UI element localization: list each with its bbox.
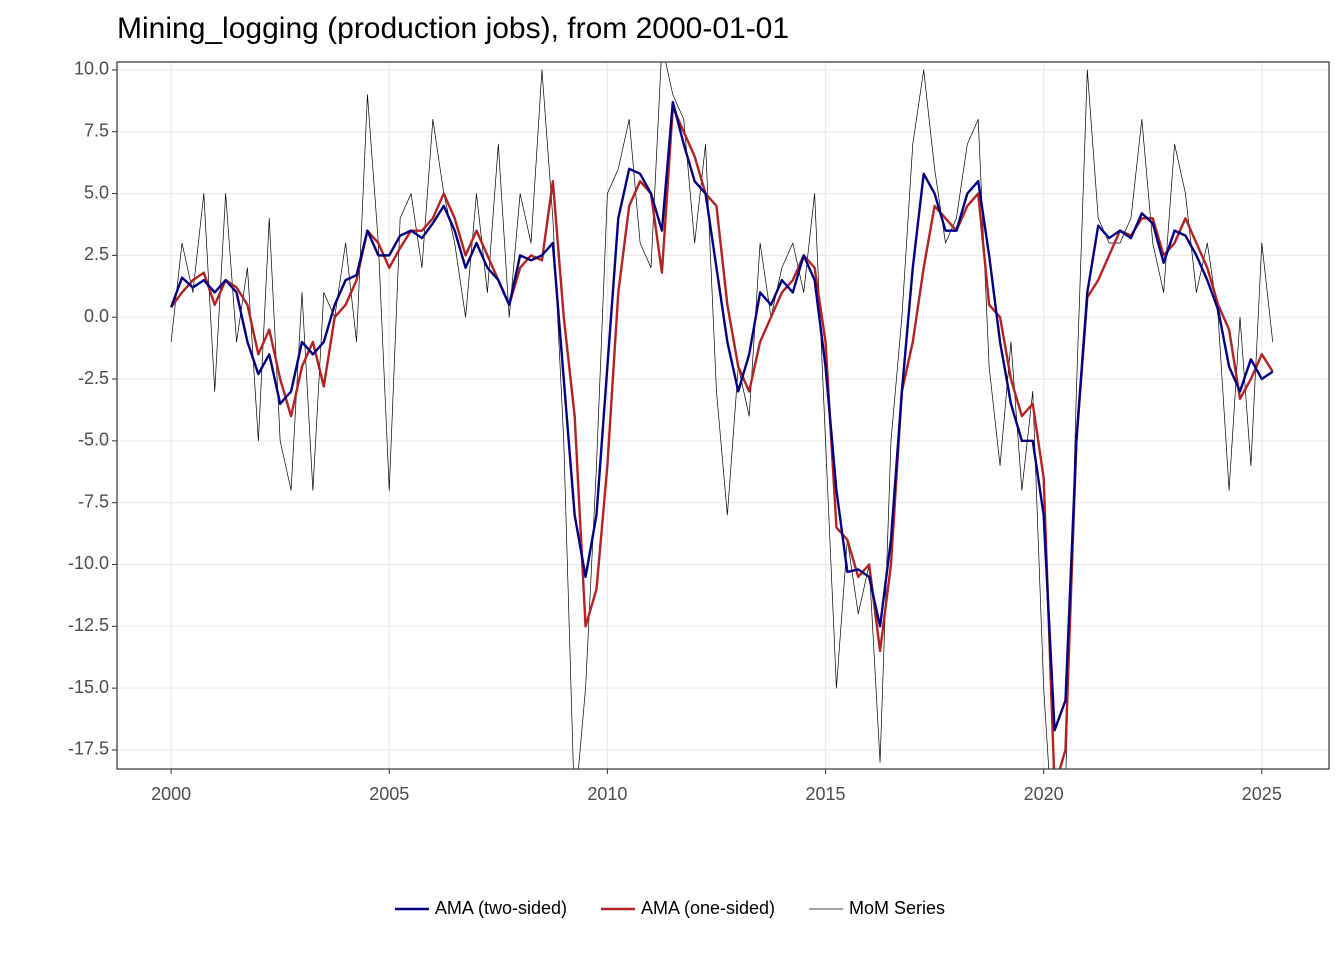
y-tick-label: 7.5 (84, 120, 109, 140)
y-tick-label: -15.0 (68, 677, 109, 697)
legend: AMA (two-sided) AMA (one-sided) MoM Series (394, 898, 945, 918)
y-tick-label: 5.0 (84, 182, 109, 202)
y-tick-label: -2.5 (78, 368, 109, 388)
series-line (169, 100, 1274, 732)
x-tick-label: 2010 (587, 784, 627, 804)
y-tick-label: -12.5 (68, 615, 109, 635)
y-tick-label: 2.5 (84, 244, 109, 264)
legend-item: AMA (two-sided) (394, 898, 567, 918)
axes: 10.0 7.5 5.0 2.5 0.0 -2.5 -5.0 -7.5 -10.0 -12.5 -1… (68, 59, 1282, 804)
series-line (170, 62, 1274, 769)
legend-label: AMA (two-sided) (435, 898, 567, 918)
x-tick-label: 2015 (806, 784, 846, 804)
y-tick-label: -10.0 (68, 553, 109, 573)
y-tick-label: -5.0 (78, 430, 109, 450)
legend-label: AMA (one-sided) (641, 898, 775, 918)
chart-title: Mining_logging (production jobs), from 2… (117, 12, 789, 45)
x-tick-label: 2005 (369, 784, 409, 804)
x-tick-label: 2025 (1242, 784, 1282, 804)
legend-item: AMA (one-sided) (600, 898, 775, 918)
y-tick-label: -7.5 (78, 491, 109, 511)
y-tick-label: 0.0 (84, 306, 109, 326)
x-tick-label: 2000 (151, 784, 191, 804)
series-line (170, 105, 1274, 769)
x-tick-label: 2020 (1024, 784, 1064, 804)
y-tick-label: -17.5 (68, 739, 109, 759)
plot-border (116, 61, 1330, 770)
y-tick-label: 10.0 (74, 59, 109, 79)
legend-label: MoM Series (849, 898, 945, 918)
plot-lines (169, 62, 1274, 769)
legend-item: MoM Series (809, 898, 945, 918)
